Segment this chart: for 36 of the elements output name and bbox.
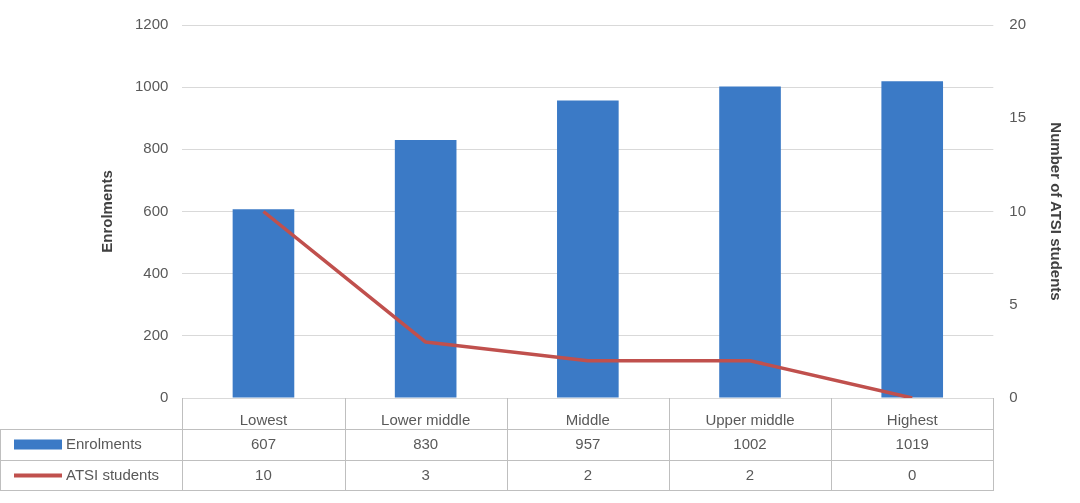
y-tick-label: 800	[143, 139, 169, 157]
data-label: 957	[575, 434, 601, 452]
y2-tick-label: 10	[1009, 201, 1026, 219]
data-label: 10	[255, 465, 272, 483]
bar	[557, 100, 619, 398]
x-tick-label: Highest	[886, 411, 939, 429]
y-tick-label: 1000	[134, 77, 169, 95]
x-tick-label: Middle	[565, 411, 610, 429]
data-label: 3	[421, 465, 430, 483]
x-tick-label: Lower middle	[381, 411, 471, 429]
y-axis-title: Enrolments	[98, 170, 116, 253]
bar	[232, 209, 295, 398]
bar	[881, 81, 944, 398]
legend-label: ATSI students	[66, 465, 160, 483]
y2-tick-label: 15	[1009, 108, 1026, 126]
y2-tick-label: 20	[1009, 15, 1026, 33]
legend-label: Enrolments	[66, 434, 142, 452]
data-label: 2	[745, 465, 755, 483]
y-tick-label: 1200	[134, 15, 169, 33]
y2-axis-title: Number of ATSI students	[1047, 122, 1065, 301]
x-tick-label: Upper middle	[705, 411, 795, 429]
data-label: 830	[413, 434, 439, 452]
data-label: 2	[583, 465, 593, 483]
x-tick-label: Lowest	[239, 411, 289, 429]
data-label: 0	[908, 465, 917, 483]
y-tick-label: 0	[160, 388, 169, 406]
data-label: 1002	[733, 434, 767, 452]
y-tick-label: 600	[143, 201, 169, 219]
data-label: 607	[250, 434, 276, 452]
bar	[719, 86, 781, 398]
y-tick-label: 400	[143, 263, 169, 281]
bar	[394, 140, 457, 398]
y2-tick-label: 5	[1009, 294, 1018, 312]
y-tick-label: 200	[143, 325, 169, 343]
y2-tick-label: 0	[1009, 388, 1018, 406]
data-label: 1019	[895, 434, 929, 452]
